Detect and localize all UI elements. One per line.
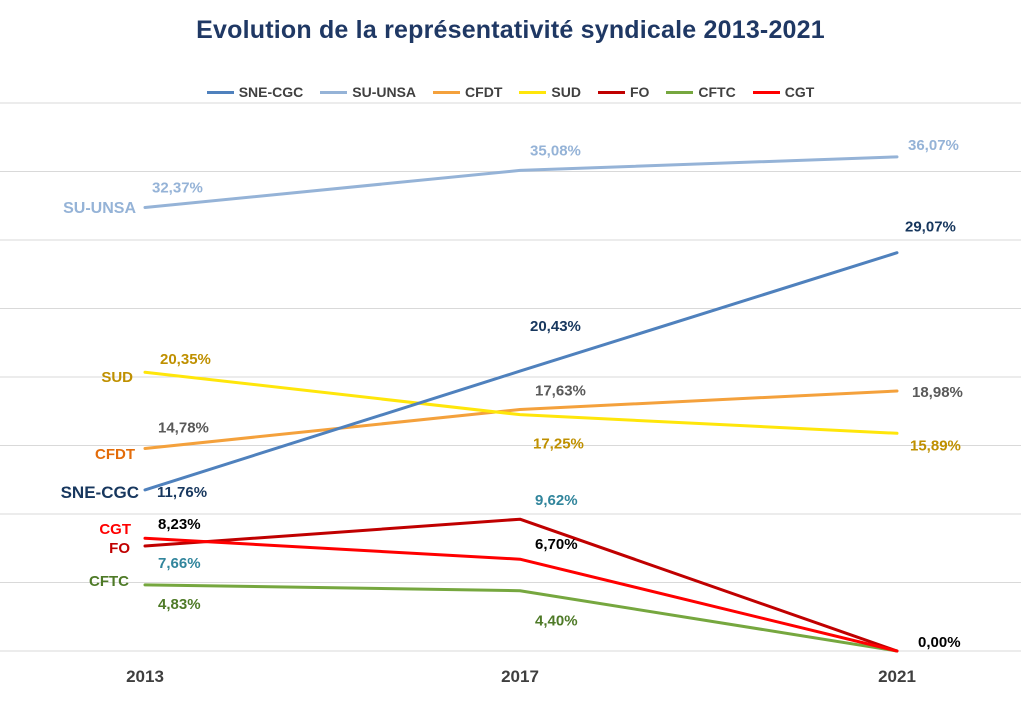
legend-label: SNE-CGC <box>238 84 304 100</box>
data-label: 0,00% <box>918 634 961 651</box>
series-line-sne-cgc <box>143 251 899 492</box>
data-label: 29,07% <box>905 219 956 236</box>
series-name-label: CFTC <box>89 573 129 590</box>
legend-label: SUD <box>551 84 581 100</box>
data-label: 32,37% <box>152 180 203 197</box>
legend-item-cgt: CGT <box>752 84 815 100</box>
data-label: 20,43% <box>530 318 581 335</box>
legend-label: SU-UNSA <box>352 84 417 100</box>
data-label: 36,07% <box>908 137 959 154</box>
legend: SNE-CGC SU-UNSA CFDT SUD FO CFTC CGT <box>0 84 1021 100</box>
legend-line-swatch <box>519 90 547 94</box>
series-name-label: CGT <box>99 521 131 538</box>
data-label: 18,98% <box>912 384 963 401</box>
data-label: 6,70% <box>535 536 578 553</box>
series-line-cftc <box>143 583 899 653</box>
series-name-label: SNE-CGC <box>61 483 139 502</box>
series-name-label: SU-UNSA <box>63 200 136 217</box>
data-label: 7,66% <box>158 555 201 572</box>
series-line-cgt <box>143 536 899 653</box>
series-line-su-unsa <box>143 155 899 210</box>
legend-label: FO <box>629 84 650 100</box>
data-label: 17,63% <box>535 382 586 399</box>
legend-item-fo: FO <box>597 84 650 100</box>
legend-item-sne-cgc: SNE-CGC <box>206 84 304 100</box>
data-label: 20,35% <box>160 351 211 368</box>
series-name-label: FO <box>109 540 130 557</box>
data-label: 35,08% <box>530 142 581 159</box>
legend-label: CGT <box>784 84 815 100</box>
data-label: 17,25% <box>533 436 584 453</box>
series-name-label: CFDT <box>95 446 135 463</box>
series-name-label: SUD <box>101 369 133 386</box>
data-label: 11,76% <box>157 484 207 501</box>
x-axis-label: 2013 <box>126 667 164 686</box>
data-label: 8,23% <box>158 516 201 533</box>
legend-line-swatch <box>666 90 694 94</box>
legend-item-su-unsa: SU-UNSA <box>320 84 416 100</box>
data-label: 4,83% <box>158 596 201 613</box>
chart-title: Evolution de la représentativité syndica… <box>196 16 825 44</box>
legend-label: CFDT <box>465 84 503 100</box>
x-axis-label: 2021 <box>878 667 916 686</box>
legend-line-swatch <box>752 90 780 94</box>
legend-line-swatch <box>433 90 461 94</box>
legend-item-sud: SUD <box>519 84 581 100</box>
data-label: 14,78% <box>158 420 209 437</box>
legend-line-swatch <box>320 90 348 94</box>
data-label: 9,62% <box>535 492 578 509</box>
data-label: 15,89% <box>910 437 961 454</box>
series-line-cfdt <box>143 389 899 451</box>
series-line-fo <box>143 517 899 653</box>
data-label: 4,40% <box>535 613 578 630</box>
series-line-sud <box>143 370 899 435</box>
legend-item-cftc: CFTC <box>666 84 736 100</box>
x-axis-label: 2017 <box>501 667 539 686</box>
legend-label: CFTC <box>698 84 736 100</box>
legend-line-swatch <box>206 90 234 94</box>
legend-line-swatch <box>597 90 625 94</box>
legend-item-cfdt: CFDT <box>433 84 502 100</box>
